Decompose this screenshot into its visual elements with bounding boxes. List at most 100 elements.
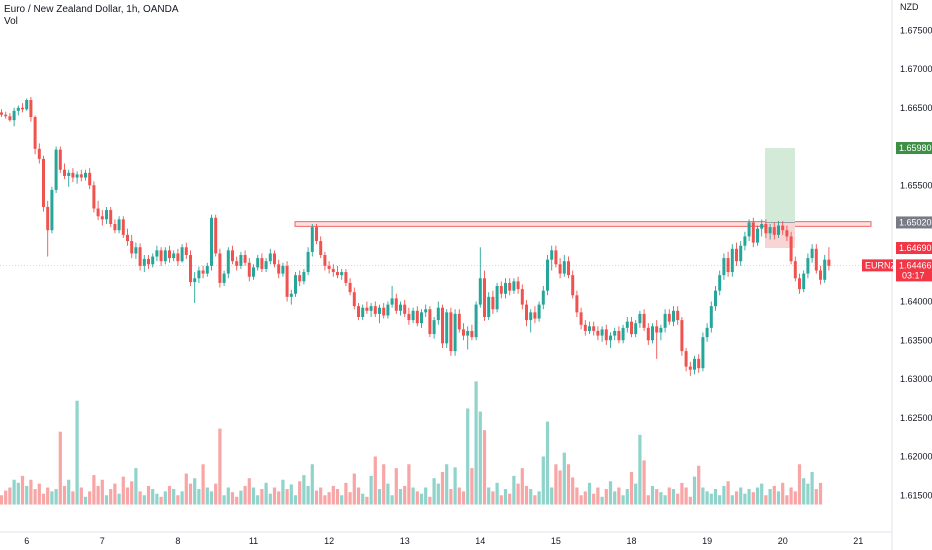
volume-bar (79, 487, 83, 505)
time-tick-label: 15 (551, 536, 561, 546)
candle-body (357, 306, 360, 317)
candle-body (525, 304, 528, 321)
candle-body (596, 330, 600, 336)
candle-body (764, 224, 768, 234)
price-tick-label: 1.67000 (900, 64, 932, 74)
volume-bar (104, 495, 109, 505)
volume-bar (810, 472, 814, 505)
last-price-badge: 1.64466 (899, 260, 932, 270)
candle-body (436, 307, 440, 321)
candle-body (273, 253, 276, 265)
time-tick-label: 18 (626, 536, 636, 546)
volume-bar (688, 496, 692, 505)
candle (71, 168, 75, 183)
candle (218, 248, 222, 288)
candle-body (231, 250, 234, 262)
candle-body (537, 304, 541, 319)
volume-bar (424, 487, 428, 505)
volume-bar (814, 489, 818, 505)
entry-price-badge: 1.65020 (899, 217, 932, 227)
volume-bar (54, 489, 58, 505)
volume-bar (722, 485, 726, 505)
volume-label: Vol (4, 16, 18, 27)
candle-body (29, 100, 33, 118)
candle (117, 216, 121, 234)
volume-bar (436, 483, 440, 505)
candle (735, 242, 738, 266)
volume-bar (533, 495, 537, 505)
candle (79, 169, 83, 182)
candle-body (155, 250, 159, 257)
candle (373, 301, 377, 317)
candle-body (117, 219, 121, 231)
candle-body (184, 247, 188, 255)
candle (12, 107, 16, 127)
volume-bar (608, 481, 613, 505)
candle (268, 248, 272, 265)
volume-bar (163, 491, 167, 505)
candle-body (827, 259, 831, 266)
candle (558, 258, 562, 279)
candle-body (25, 100, 29, 110)
candle-body (327, 265, 331, 269)
candle-body (71, 172, 75, 178)
candle (67, 169, 71, 187)
candle-body (100, 216, 104, 220)
candle (676, 306, 680, 325)
candle (726, 251, 730, 277)
candle-body (789, 236, 793, 262)
candle-body (294, 275, 297, 294)
candle (16, 105, 20, 116)
volume-bar (797, 464, 802, 505)
candle (403, 299, 407, 317)
volume-bar (365, 496, 369, 505)
volume-bar (306, 485, 310, 505)
candle-body (777, 225, 780, 235)
candle-body (79, 174, 83, 178)
volume-bar (222, 495, 226, 505)
volume-bar (92, 475, 96, 505)
candle-body (92, 185, 96, 209)
volume-bar (323, 495, 327, 505)
volume-bar (440, 472, 445, 505)
candle (478, 247, 482, 308)
candle-body (735, 248, 738, 262)
volume-bar (83, 496, 88, 505)
candle-body (571, 275, 575, 296)
candle-body (8, 116, 12, 121)
candle (823, 255, 827, 283)
volume-bar (650, 485, 655, 505)
candle (75, 171, 79, 184)
candle (197, 266, 201, 283)
candle (344, 268, 348, 286)
volume-bar (285, 489, 289, 505)
candle (680, 317, 684, 356)
candle (827, 247, 831, 271)
volume-bar (566, 464, 571, 505)
time-axis[interactable]: 6 7 8 11 12 13 14 15 18 19 20 21 (24, 536, 863, 546)
candle-body (642, 313, 646, 328)
volume-bar (352, 473, 356, 505)
candle (281, 262, 285, 277)
volume-bar (676, 493, 680, 505)
volume-bar (235, 496, 239, 505)
volume-bar (319, 487, 323, 505)
candle (583, 320, 587, 336)
candle (256, 255, 260, 271)
entry-price-badge-bg (896, 216, 932, 229)
candle (58, 146, 62, 173)
candle (88, 168, 92, 190)
candle (533, 306, 537, 324)
candle-body (760, 224, 764, 229)
candle (466, 326, 470, 350)
resistance-zone-layer[interactable] (294, 221, 872, 227)
candle (176, 248, 180, 266)
candle-body (403, 304, 407, 314)
candle-body (323, 255, 327, 266)
candle (4, 111, 8, 119)
candle-body (491, 296, 495, 310)
candle-body (285, 265, 289, 297)
candle (428, 306, 432, 338)
candle (781, 220, 785, 235)
